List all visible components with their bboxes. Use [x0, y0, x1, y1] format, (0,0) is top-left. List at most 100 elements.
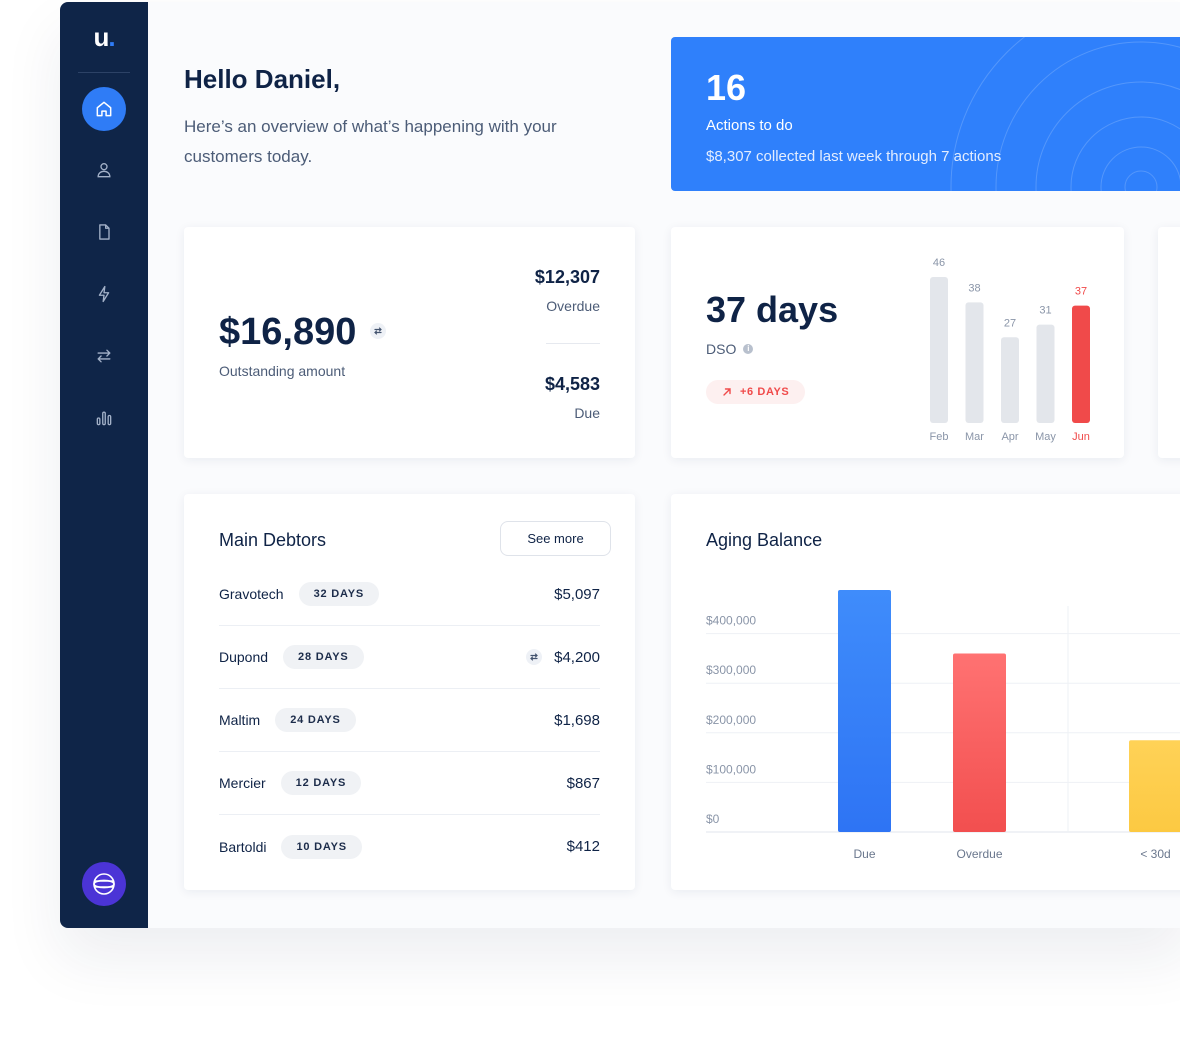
summary-divider: [546, 343, 600, 344]
due-label: Due: [574, 405, 600, 421]
document-icon: [99, 224, 110, 240]
workspace-button[interactable]: [82, 862, 126, 906]
nav-customers[interactable]: [82, 148, 126, 192]
see-more-button[interactable]: See more: [500, 521, 611, 556]
dso-bar-chart: 46 Feb 38 Mar 27 Apr 31 May 37 Jun: [930, 257, 1090, 443]
overdue-summary: $12,307 Overdue: [535, 267, 600, 314]
swap-icon[interactable]: [526, 649, 543, 665]
globe-icon: [93, 873, 115, 895]
aging-bar-2[interactable]: [1129, 740, 1180, 832]
debtor-row[interactable]: Maltim 24 DAYS $1,698: [219, 689, 600, 752]
dso-bar-value: 38: [968, 282, 980, 294]
debtor-amount: $4,200: [554, 648, 600, 666]
logo[interactable]: u.: [60, 22, 148, 53]
transfer-icon: [97, 349, 111, 363]
debtor-amount: $1,698: [554, 711, 600, 729]
aging-y-tick: $100,000: [706, 762, 756, 776]
dso-trend: +6 DAYS: [740, 386, 790, 398]
debtor-amount: $867: [566, 774, 600, 792]
dso-card: 37 days DSO i +6 DAYS 46 Feb 38 Mar 27 Apr 31 M…: [671, 227, 1124, 458]
aging-balance-card: Aging Balance $0 $100,000 $200,000 $300,000…: [671, 494, 1180, 890]
nav-transfers[interactable]: [82, 334, 126, 378]
aging-y-tick: $300,000: [706, 663, 756, 677]
aging-x-label: Overdue: [956, 847, 1002, 861]
dso-value: 37 days: [706, 289, 839, 330]
nav-home[interactable]: [82, 87, 126, 131]
aging-bar-chart: $0 $100,000 $200,000 $300,000 $400,000 Due Ove…: [706, 589, 1180, 861]
nav-actions[interactable]: [82, 272, 126, 316]
info-icon[interactable]: i: [743, 344, 754, 354]
debtor-row[interactable]: Bartoldi 10 DAYS $412: [219, 815, 600, 878]
debtor-name: Mercier: [219, 775, 266, 791]
dso-trend-badge: +6 DAYS: [706, 380, 806, 404]
dso-bar-apr[interactable]: [1001, 337, 1019, 423]
app-window: u. Hello Daniel, Here’s an overview of w…: [60, 2, 1180, 928]
debtor-amount: $5,097: [554, 585, 600, 603]
dso-bar-feb[interactable]: [930, 277, 948, 423]
aging-y-tick: $0: [706, 812, 720, 826]
outstanding-card: $16,890 Outstanding amount $12,307 Overd…: [184, 227, 635, 458]
page-subtitle: Here’s an overview of what’s happening w…: [184, 117, 557, 166]
swap-icon[interactable]: [370, 323, 386, 339]
debtor-name: Maltim: [219, 712, 261, 728]
actions-summary: $8,307 collected last week through 7 act…: [706, 148, 1002, 165]
aging-x-label: < 30d: [1140, 847, 1170, 861]
decorative-rings: [950, 37, 1180, 191]
user-icon: [97, 163, 111, 178]
logo-letter: u: [93, 22, 109, 52]
dso-bar-label: Feb: [930, 431, 949, 443]
dso-bar-label: Apr: [1001, 431, 1018, 443]
outstanding-label: Outstanding amount: [219, 363, 346, 379]
main-debtors-card: Main Debtors See more Gravotech 32 DAYS …: [184, 494, 635, 890]
debtor-name: Bartoldi: [219, 838, 267, 855]
days-badge: 24 DAYS: [275, 708, 356, 732]
days-badge: 28 DAYS: [283, 645, 364, 669]
sidebar: u.: [60, 2, 148, 928]
nav-analytics[interactable]: [82, 396, 126, 440]
due-value: $4,583: [544, 374, 600, 394]
aging-title: Aging Balance: [706, 530, 823, 550]
logo-dot: .: [108, 22, 115, 52]
debtor-row[interactable]: Dupond 28 DAYS $4,200: [219, 626, 600, 689]
days-badge: 10 DAYS: [281, 834, 362, 859]
actions-count: 16: [706, 67, 747, 108]
due-summary: $4,583 Due: [545, 374, 600, 421]
actions-card[interactable]: 16 Actions to do $8,307 collected last w…: [671, 37, 1180, 191]
analytics-icon: [96, 411, 112, 426]
dso-bar-may[interactable]: [1036, 324, 1055, 423]
dso-bar-label: Mar: [965, 431, 984, 443]
days-badge: 12 DAYS: [280, 771, 362, 795]
page-title: Hello Daniel,: [184, 64, 341, 94]
dso-bar-mar[interactable]: [965, 302, 984, 423]
dso-label: DSO: [706, 341, 737, 357]
aging-x-label: Due: [853, 847, 875, 861]
days-badge: 32 DAYS: [298, 582, 380, 606]
overdue-label: Overdue: [546, 298, 600, 314]
actions-label: Actions to do: [706, 117, 793, 134]
arrow-up-right-icon: [723, 388, 731, 396]
aging-bar-0[interactable]: [838, 589, 891, 832]
aging-y-tick: $200,000: [706, 713, 756, 727]
dso-bar-value: 37: [1075, 286, 1087, 298]
outstanding-amount: $16,890: [219, 311, 357, 353]
debtor-row[interactable]: Mercier 12 DAYS $867: [219, 752, 600, 815]
lightning-icon: [98, 285, 110, 303]
debtor-row[interactable]: Gravotech 32 DAYS $5,097: [219, 563, 600, 626]
debtors-title: Main Debtors: [219, 530, 327, 550]
nav-documents[interactable]: [82, 210, 126, 254]
dso-bar-value: 31: [1039, 305, 1051, 317]
partial-card: [1158, 227, 1180, 458]
debtor-amount: $412: [566, 838, 600, 855]
dso-bar-jun[interactable]: [1072, 305, 1090, 423]
dso-bar-value: 27: [1004, 317, 1016, 329]
debtor-name: Gravotech: [219, 586, 284, 602]
aging-bar-1[interactable]: [953, 653, 1006, 832]
dso-label-row: DSO i: [706, 341, 754, 357]
overdue-value: $12,307: [534, 267, 600, 287]
dso-bar-value: 46: [933, 257, 945, 269]
dso-bar-label: Jun: [1072, 431, 1090, 443]
home-icon: [96, 101, 112, 117]
dso-bar-label: May: [1035, 431, 1056, 443]
aging-y-tick: $400,000: [706, 614, 756, 628]
debtor-name: Dupond: [219, 649, 269, 665]
